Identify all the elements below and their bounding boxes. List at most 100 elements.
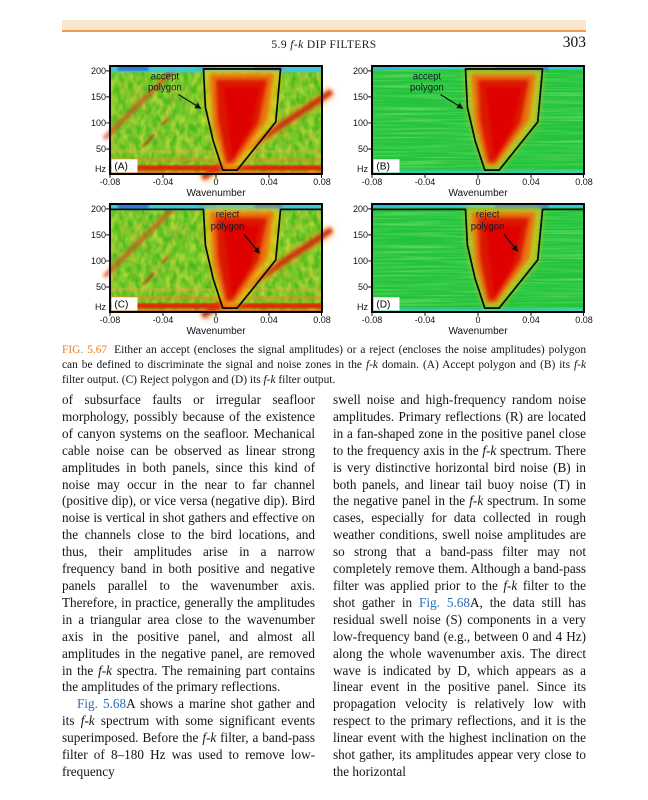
annotation-reject-polygon: reject polygon: [471, 210, 519, 252]
y-tick-label: 50: [357, 144, 368, 154]
x-axis-title: Wavenumber: [448, 188, 508, 199]
x-tick-label: -0.08: [99, 177, 121, 187]
fk-spectrum-plot-c: reject polygon (C): [110, 204, 322, 312]
italic-term: f-k: [202, 730, 217, 746]
y-tick-label: 50: [95, 282, 106, 292]
y-axis-d: 200 150 100 50 Hz: [346, 204, 372, 312]
annotation-text: reject: [216, 210, 240, 221]
fk-panel-a: 200 150 100 50 Hz accept polygon (A): [84, 66, 322, 200]
y-axis-a: 200 150 100 50 Hz: [84, 66, 110, 174]
page-number: 303: [562, 34, 586, 51]
x-axis-c: -0.08 -0.04 0 0.04 0.08: [100, 315, 331, 326]
y-tick-label: 100: [90, 118, 106, 128]
italic-term: f-k: [503, 577, 518, 593]
y-tick-label: 100: [352, 256, 368, 266]
x-tick-label: 0.08: [575, 315, 593, 325]
italic-term: f-k: [573, 358, 586, 371]
annotation-arrow: [503, 234, 519, 252]
x-tick-label: 0.04: [260, 177, 278, 187]
x-tick-label: -0.08: [99, 315, 121, 325]
x-tick-label: -0.04: [414, 177, 436, 187]
figure-reference-link[interactable]: Fig. 5.68: [419, 594, 470, 610]
body-column-right: swell noise and high-frequency random no…: [333, 392, 586, 781]
text-run: spectrum. In some cases, especially for …: [333, 493, 586, 593]
y-tick-label: 150: [90, 92, 106, 102]
figure-number-label: FIG. 5.67: [62, 344, 108, 356]
reject-polygon-outline: [372, 208, 584, 309]
annotation-arrow: [178, 93, 202, 109]
y-axis-c: 200 150 100 50 Hz: [84, 204, 110, 312]
y-tick-label: 100: [90, 256, 106, 266]
text-run: 5.9: [271, 39, 291, 51]
paragraph: swell noise and high-frequency random no…: [333, 392, 586, 781]
panel-letter-label: (C): [111, 297, 138, 311]
axis-ticks: [106, 208, 322, 316]
accept-polygon-outline: [202, 68, 282, 171]
fk-spectrum-plot-a: accept polygon (A): [110, 66, 322, 174]
y-tick-label: 200: [90, 66, 106, 76]
italic-term: f-k: [469, 493, 484, 509]
annotation-text: polygon: [471, 221, 505, 232]
y-tick-label: 150: [352, 230, 368, 240]
x-tick-label: 0.08: [313, 315, 331, 325]
annotation-reject-polygon: reject polygon: [211, 210, 260, 254]
y-tick-label: 200: [352, 204, 368, 214]
svg-text:(A): (A): [114, 162, 127, 173]
axis-ticks: [368, 70, 584, 178]
paragraph: Fig. 5.68A shows a marine shot gather an…: [62, 696, 315, 781]
paragraph: of subsurface faults or irregular seaflo…: [62, 392, 315, 696]
x-axis-d: -0.08 -0.04 0 0.04 0.08: [362, 315, 593, 326]
fk-spectrum-plot-d: reject polygon (D): [368, 203, 585, 316]
text-run: spectra. The remaining part contains the…: [62, 662, 315, 695]
fk-panel-d: 200 150 100 50 Hz reject polygon (D): [346, 203, 593, 338]
x-axis-b: -0.08 -0.04 0 0.04 0.08: [362, 177, 593, 188]
svg-text:(B): (B): [376, 162, 389, 173]
annotation-arrow: [243, 234, 260, 254]
body-column-left: of subsurface faults or irregular seaflo…: [62, 392, 315, 781]
x-axis-title: Wavenumber: [448, 326, 508, 337]
y-tick-label: 200: [352, 66, 368, 76]
x-axis-title: Wavenumber: [186, 326, 246, 337]
running-header: 5.9 f-k DIP FILTERS: [62, 39, 586, 51]
text-run: A, the data still has residual swell noi…: [333, 594, 586, 779]
y-unit-label: Hz: [95, 164, 106, 174]
fk-panel-b: 200 150 100 50 Hz accept polygon (B): [346, 65, 593, 200]
x-axis-title: Wavenumber: [186, 188, 246, 199]
italic-term: f-k: [80, 713, 95, 729]
figure-caption: FIG. 5.67 Either an accept (encloses the …: [62, 343, 586, 387]
x-tick-label: 0: [213, 177, 219, 187]
annotation-text: reject: [476, 210, 500, 221]
y-axis-b: 200 150 100 50 Hz: [346, 66, 372, 174]
text-run: spectrum with some significant events su…: [62, 713, 315, 746]
italic-term: f-k: [263, 373, 276, 386]
x-tick-label: -0.04: [152, 177, 174, 187]
y-unit-label: Hz: [357, 164, 368, 174]
reject-polygon-outline: [110, 208, 322, 309]
annotation-accept-polygon: accept polygon: [410, 72, 464, 109]
x-tick-label: -0.08: [361, 315, 383, 325]
y-tick-label: 150: [352, 92, 368, 102]
axis-ticks: [368, 208, 584, 316]
figure-reference-link[interactable]: Fig. 5.68: [77, 696, 127, 712]
svg-text:(C): (C): [114, 300, 128, 311]
axis-ticks: [106, 70, 322, 178]
x-tick-label: 0.08: [575, 177, 593, 187]
fk-panel-c: 200 150 100 50 Hz reject polygon (C): [84, 204, 322, 338]
text-run: filter output.: [275, 373, 336, 386]
text-run: spectrum. There is very distinctive hori…: [333, 442, 586, 509]
annotation-text: polygon: [211, 221, 245, 232]
annotation-text: accept: [151, 72, 180, 83]
annotation-text: accept: [413, 72, 442, 83]
y-tick-label: 50: [95, 144, 106, 154]
x-tick-label: 0: [475, 177, 481, 187]
text-run: of subsurface faults or irregular seaflo…: [62, 392, 315, 678]
text-run: filter to the shot gather in: [333, 577, 586, 610]
y-tick-label: 200: [90, 204, 106, 214]
x-tick-label: 0.08: [313, 177, 331, 187]
x-tick-label: -0.04: [414, 315, 436, 325]
y-tick-label: 150: [90, 230, 106, 240]
x-tick-label: -0.08: [361, 177, 383, 187]
accept-polygon-outline: [464, 68, 544, 171]
italic-term: f-k: [365, 358, 378, 371]
x-tick-label: 0.04: [522, 315, 540, 325]
